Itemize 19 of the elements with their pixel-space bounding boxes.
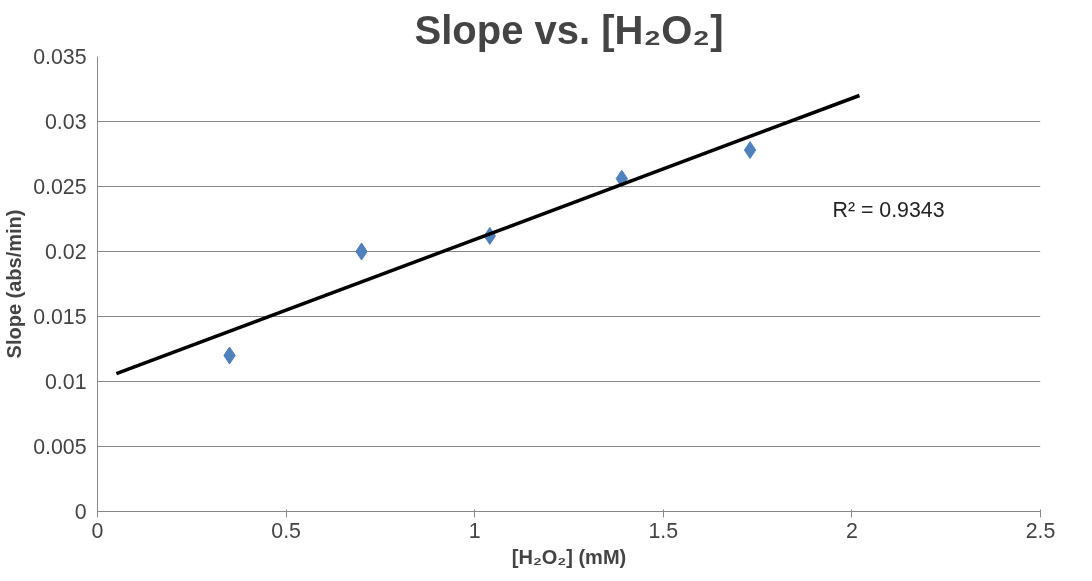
point — [743, 141, 757, 160]
y-tick-label: 0.03 — [44, 110, 87, 134]
x-tick-label: 2 — [845, 518, 858, 543]
x-axis-title: [H₂O₂] (mM) — [511, 545, 627, 568]
x-tick-label: 0.5 — [271, 518, 301, 543]
y-tick-label: 0 — [74, 500, 87, 524]
x-tick-label: 1 — [468, 518, 481, 543]
x-tick-label: 0 — [91, 518, 104, 543]
y-tick-label: 0.005 — [33, 435, 87, 459]
y-tick-label: 0.025 — [33, 175, 87, 199]
y-tick-label: 0.02 — [44, 240, 87, 264]
y-tick-label: 0.01 — [44, 370, 87, 394]
annotation: R² = 0.9343 — [832, 197, 945, 222]
y-tick-label: 0.035 — [33, 45, 87, 69]
y-axis-title: Slope (abs/min) — [3, 209, 26, 359]
x-tick-label: 1.5 — [648, 518, 679, 543]
x-tick-label: 2.5 — [1025, 518, 1056, 543]
y-tick-label: 0.015 — [33, 305, 87, 329]
chart-title: Slope vs. [H₂O₂] — [414, 7, 724, 52]
